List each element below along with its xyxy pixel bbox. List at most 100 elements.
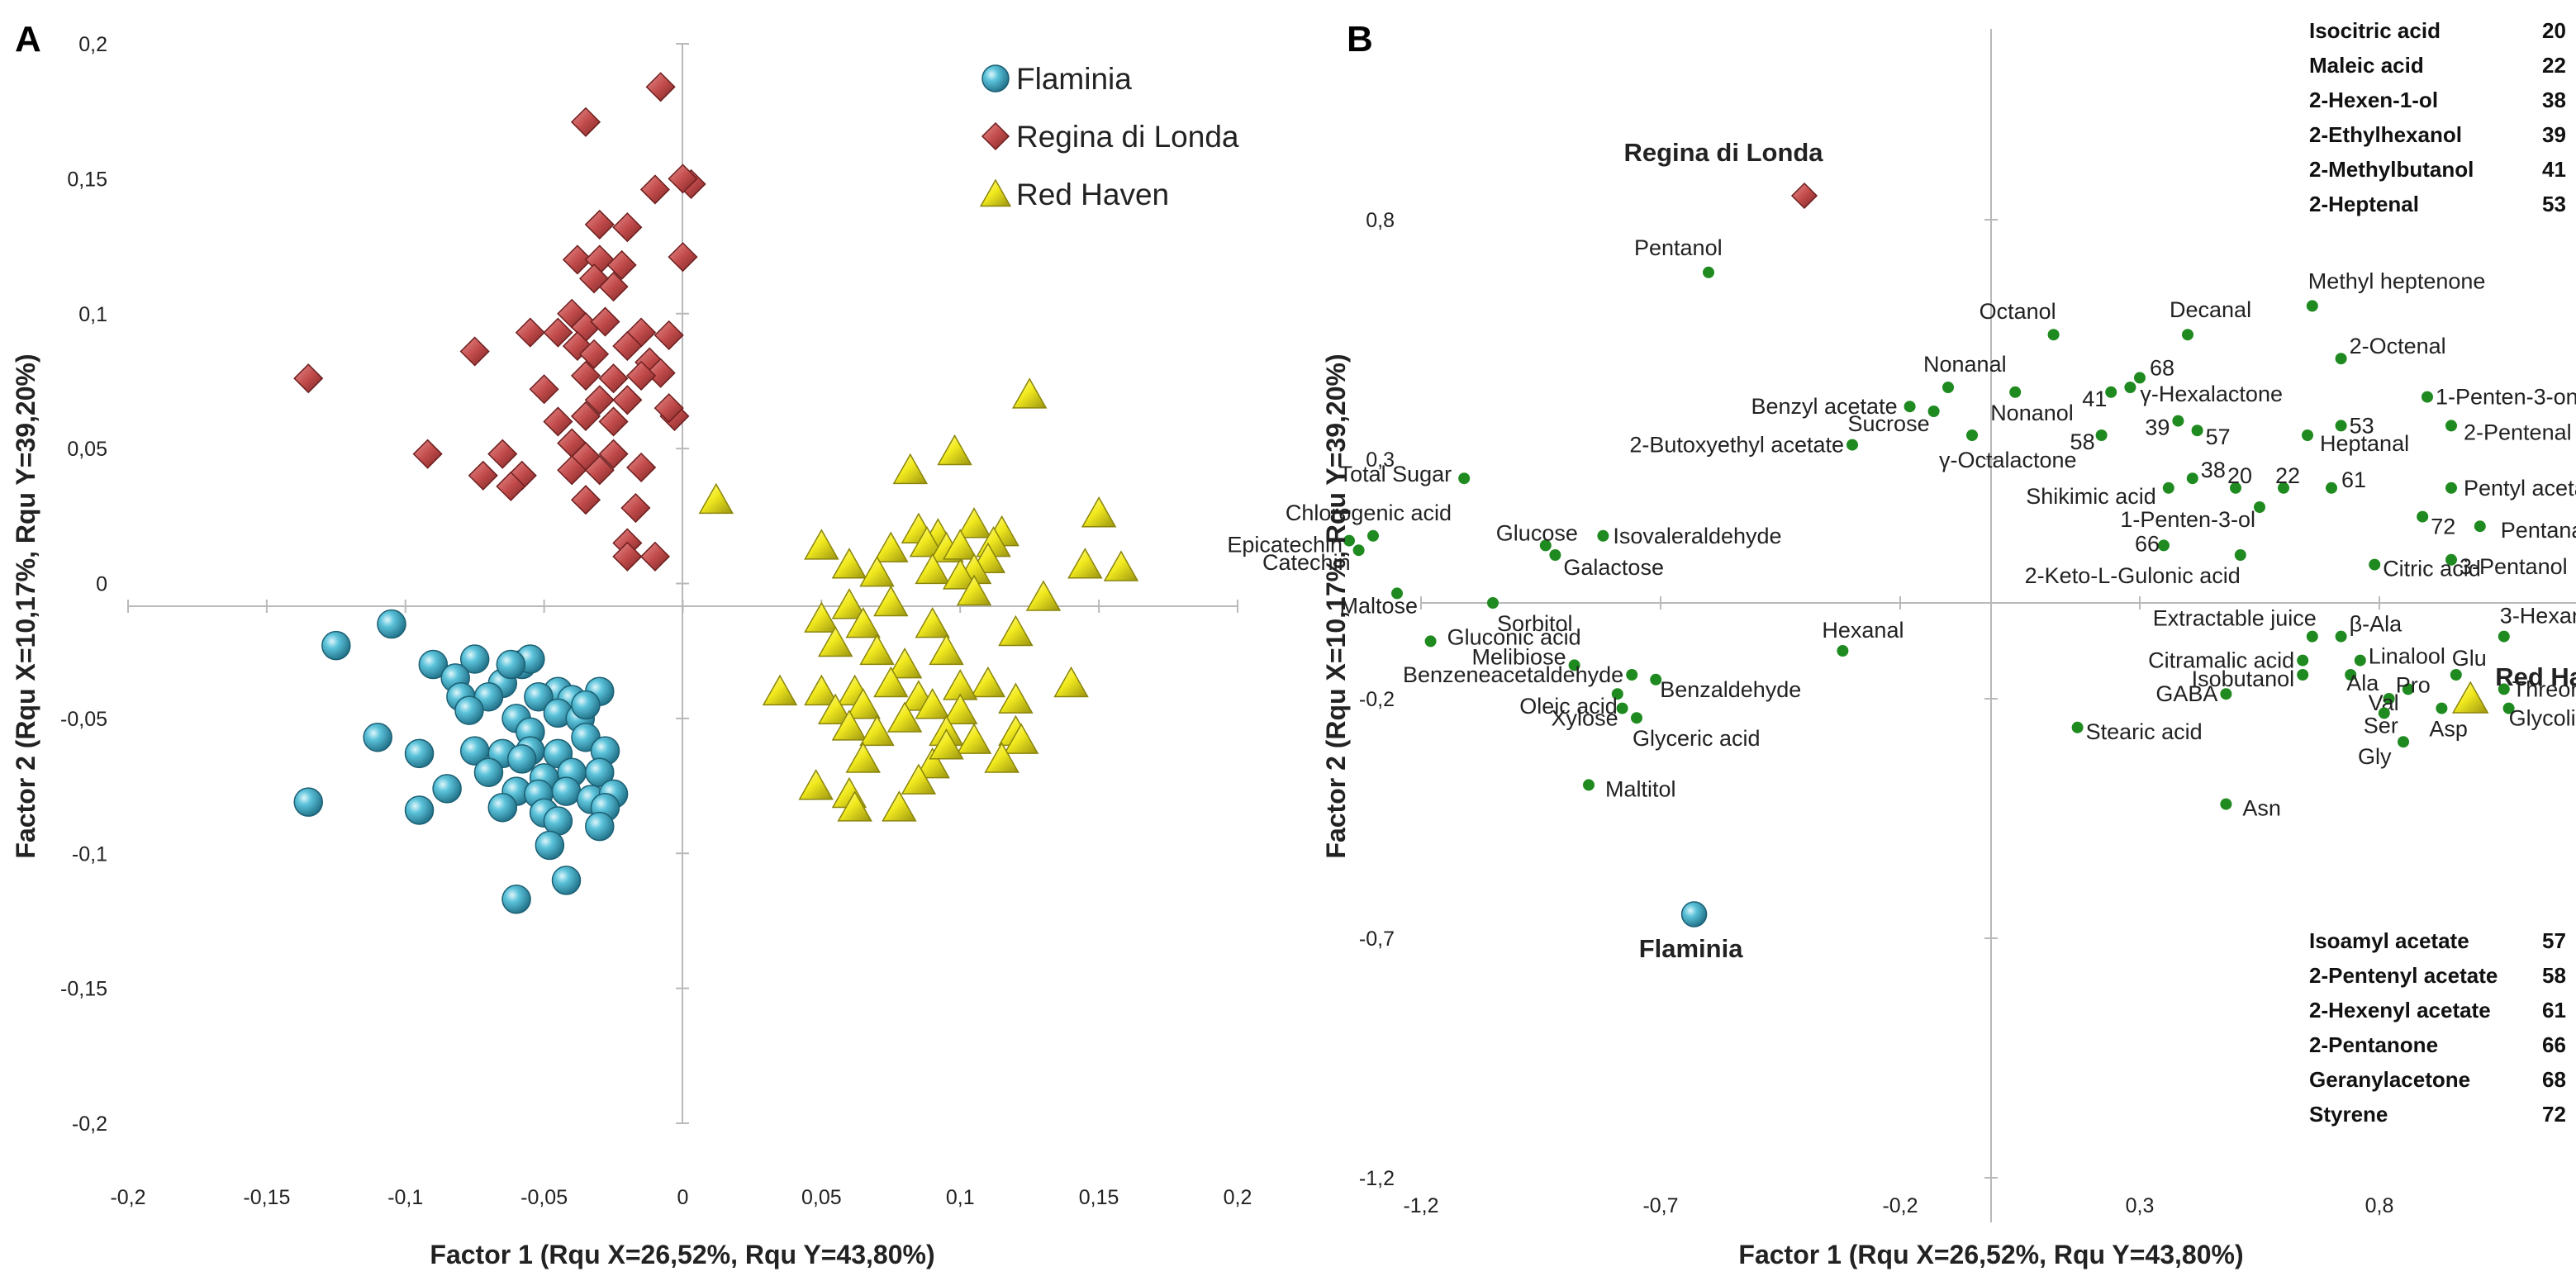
panel-b-number-keys: Isocitric acid 20 Maleic acid 22 2-Hexen-1-o…: [2309, 18, 2566, 1127]
panel-b-y-tick-label: 0,8: [1366, 209, 1395, 232]
panel-a-point-red-haven: [831, 709, 867, 741]
panel-a-point-regina-di-londa: [598, 406, 629, 437]
key-name: 2-Ethylhexanol: [2309, 122, 2462, 147]
variable-point: [2417, 510, 2429, 523]
legend-marker-red-haven: [979, 178, 1012, 207]
variable-point: [2498, 683, 2510, 695]
variable-label: Nonanol: [1990, 401, 2074, 425]
variable-point: [1487, 597, 1499, 609]
panel-a-point-red-haven: [998, 614, 1034, 647]
variable-label: 66: [2135, 531, 2160, 556]
panel-b-y-tick-label: -0,2: [1359, 688, 1395, 711]
panel-b-x-tick-label: 0,3: [2126, 1194, 2155, 1217]
panel-a-point-regina-di-londa: [612, 330, 643, 362]
variable-point: [1549, 549, 1561, 561]
panel-a-point-red-haven: [882, 790, 917, 822]
panel-a-point-red-haven: [804, 601, 839, 633]
panel-a-point-red-haven: [1081, 496, 1117, 528]
variable-point: [2095, 429, 2108, 441]
variable-point: [2297, 654, 2309, 667]
key-number: 22: [2542, 53, 2566, 78]
variable-point: [2220, 798, 2232, 810]
variable-label: Benzyl acetate: [1751, 394, 1897, 419]
panel-a-point-regina-di-londa: [612, 541, 643, 572]
panel-a-y-tick-label: -0,2: [72, 1113, 107, 1136]
variable-label: Glycolic acid: [2509, 706, 2576, 731]
variable-point: [1942, 382, 1954, 393]
panel-b-y-axis-label: Factor 2 (Rqu X=10,17%, Rqu Y=39,20%): [1321, 353, 1351, 858]
variable-label: Xylose: [1552, 706, 1618, 731]
panel-a-point-red-haven: [1067, 548, 1103, 579]
variable-point: [2326, 482, 2337, 494]
variable-label: Glyceric acid: [1633, 726, 1761, 751]
panel-a-point-red-haven: [1011, 377, 1048, 409]
variable-label: 3-Pentanol: [2460, 554, 2568, 579]
panel-a-point-regina-di-londa: [590, 306, 620, 337]
variable-label: Glucose: [1496, 520, 1578, 545]
panel-a-y-tick-label: -0,15: [60, 978, 107, 1001]
variable-label: Chlorogenic acid: [1286, 501, 1452, 525]
panel-a-x-tick-label: -0,1: [387, 1186, 423, 1209]
panel-a-point-flaminia: [363, 722, 392, 752]
variable-point: [1391, 587, 1403, 600]
panel-a-point-red-haven: [956, 574, 992, 606]
panel-a-point-red-haven: [873, 666, 909, 698]
variable-label: 58: [2070, 429, 2095, 454]
variable-label: Sorbitol: [1497, 611, 1573, 636]
panel-a-point-red-haven: [873, 531, 909, 562]
legend-label: Red Haven: [1016, 178, 1169, 211]
key-number: 20: [2542, 18, 2566, 43]
variable-label: 1-Penten-3-one: [2436, 385, 2576, 410]
variable-label: 57: [2206, 425, 2231, 449]
panel-a-point-flaminia: [487, 792, 518, 823]
panel-a-point-regina-di-londa: [598, 439, 629, 469]
panel-a-point-flaminia: [507, 744, 537, 774]
variable-point: [2398, 736, 2409, 748]
variable-point: [2422, 391, 2433, 403]
panel-a-point-regina-di-londa: [612, 385, 643, 415]
panel-a-point-red-haven: [929, 728, 964, 760]
panel-a-point-red-haven: [929, 633, 964, 666]
panel-a-x-tick-label: -0,15: [243, 1186, 290, 1209]
variable-label: 22: [2275, 463, 2300, 488]
variable-label: Galactose: [1563, 555, 1664, 580]
panel-a-point-red-haven: [1003, 723, 1039, 754]
panel-a-point-regina-di-londa: [412, 439, 443, 469]
variable-point: [2502, 702, 2515, 714]
panel-a-point-red-haven: [886, 648, 923, 679]
variable-point: [1616, 702, 1628, 714]
variable-point: [2230, 482, 2241, 494]
key-name: Isoamyl acetate: [2309, 928, 2469, 953]
key-number: 38: [2542, 88, 2566, 112]
variable-label: 3-Hexanone: [2500, 604, 2576, 629]
panel-a-point-regina-di-londa: [468, 460, 498, 491]
panel-a-point-flaminia: [418, 649, 449, 680]
variable-point: [2105, 386, 2117, 398]
group-label-red-haven: Red Haven: [2495, 662, 2576, 691]
variable-label: β-Ala: [2350, 612, 2403, 637]
variable-point: [2009, 386, 2022, 398]
panel-a-point-red-haven: [859, 555, 895, 587]
key-number: 53: [2542, 192, 2566, 216]
panel-a-point-regina-di-londa: [459, 336, 490, 367]
panel-a-point-red-haven: [837, 790, 872, 822]
panel-a-point-regina-di-londa: [543, 317, 573, 348]
variable-label: 41: [2082, 387, 2107, 411]
variable-label: Sucrose: [1848, 411, 1930, 436]
variable-label: γ-Hexalactone: [2140, 382, 2283, 406]
variable-label: Citramalic acid: [2148, 648, 2294, 673]
panel-a-letter: A: [15, 19, 41, 59]
panel-a-point-flaminia: [404, 795, 435, 825]
variable-label: Total Sugar: [1339, 462, 1452, 486]
panel-a-point-red-haven: [1025, 580, 1062, 611]
panel-a-point-flaminia: [377, 609, 406, 639]
panel-a-y-tick-label: 0,05: [67, 438, 107, 461]
variable-point: [2383, 693, 2395, 705]
variable-point: [2186, 472, 2198, 485]
panel-a-point-red-haven: [698, 482, 734, 515]
variable-label: Linalool: [2369, 644, 2445, 669]
variable-point: [2445, 553, 2457, 566]
panel-a-point-red-haven: [937, 434, 972, 466]
variable-point: [1424, 635, 1437, 648]
